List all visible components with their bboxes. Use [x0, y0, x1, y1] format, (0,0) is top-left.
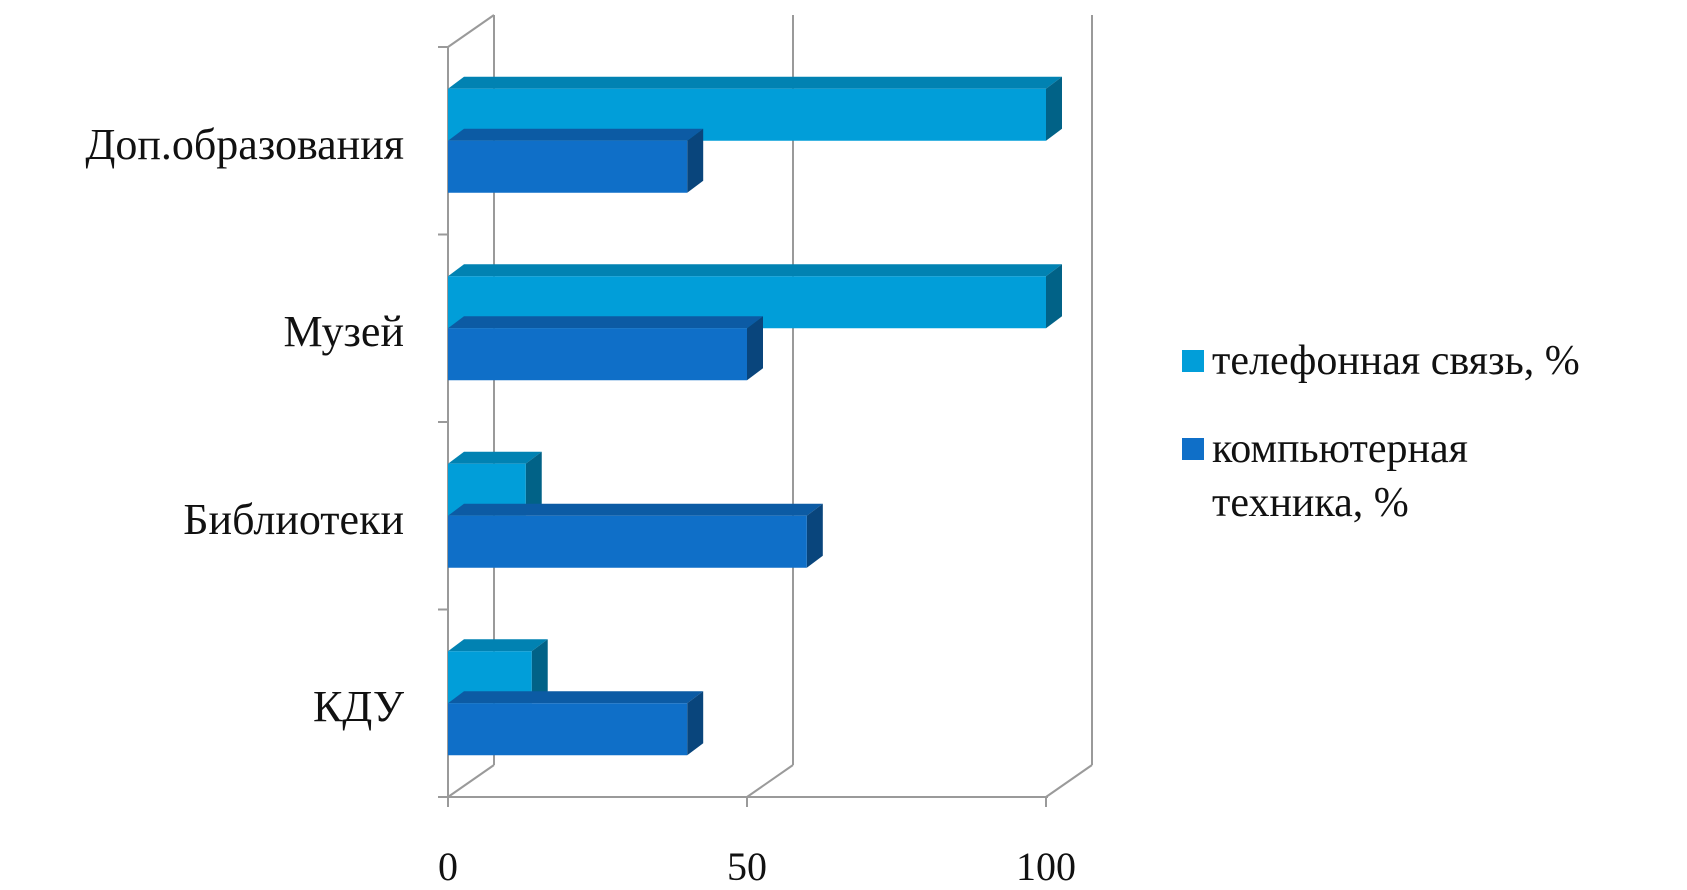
legend-label: телефонная связь, % [1212, 338, 1580, 384]
legend-swatch [1182, 350, 1204, 372]
category-label: Библиотеки [183, 495, 404, 544]
category-label: Музей [284, 307, 404, 356]
bar [448, 703, 688, 756]
bar-top-face [448, 316, 763, 329]
wall-edge [447, 14, 495, 48]
x-tick-labels: 0 50 100 [438, 844, 1076, 889]
bar [448, 328, 747, 381]
category-label: КДУ [313, 682, 405, 731]
legend-item: телефонная связь, % [1182, 334, 1682, 388]
x-tick-label: 0 [438, 844, 458, 889]
bar [448, 515, 807, 568]
bar-side-face [1046, 264, 1062, 329]
bars [448, 76, 1062, 756]
legend-swatch [1182, 438, 1204, 460]
legend-item: компьютерная техника, % [1182, 422, 1682, 530]
bar-top-face [448, 639, 548, 652]
bar-top-face [448, 451, 542, 464]
bar-top-face [448, 503, 823, 516]
gridline-floor [746, 764, 794, 798]
bar-side-face [531, 639, 548, 704]
legend: телефонная связь, % компьютерная техника… [1182, 334, 1682, 564]
x-tick-label: 100 [1016, 844, 1076, 889]
bar-side-face [747, 316, 763, 381]
bar-top-face [448, 264, 1062, 277]
bar-side-face [806, 503, 823, 568]
gridline-floor [1045, 764, 1093, 798]
bar-top-face [448, 128, 704, 141]
bar-top-face [448, 76, 1062, 89]
legend-label: компьютерная техника, % [1212, 426, 1468, 526]
bar-side-face [1046, 76, 1062, 141]
bar-side-face [525, 451, 542, 516]
bar-side-face [687, 128, 704, 193]
category-labels: Доп.образования Музей Библиотеки КДУ [85, 120, 404, 731]
bar-side-face [687, 691, 704, 756]
bar [448, 140, 688, 193]
x-tick-label: 50 [727, 844, 767, 889]
bar-top-face [448, 691, 704, 704]
floor-edge [447, 764, 495, 798]
category-label: Доп.образования [85, 120, 404, 169]
